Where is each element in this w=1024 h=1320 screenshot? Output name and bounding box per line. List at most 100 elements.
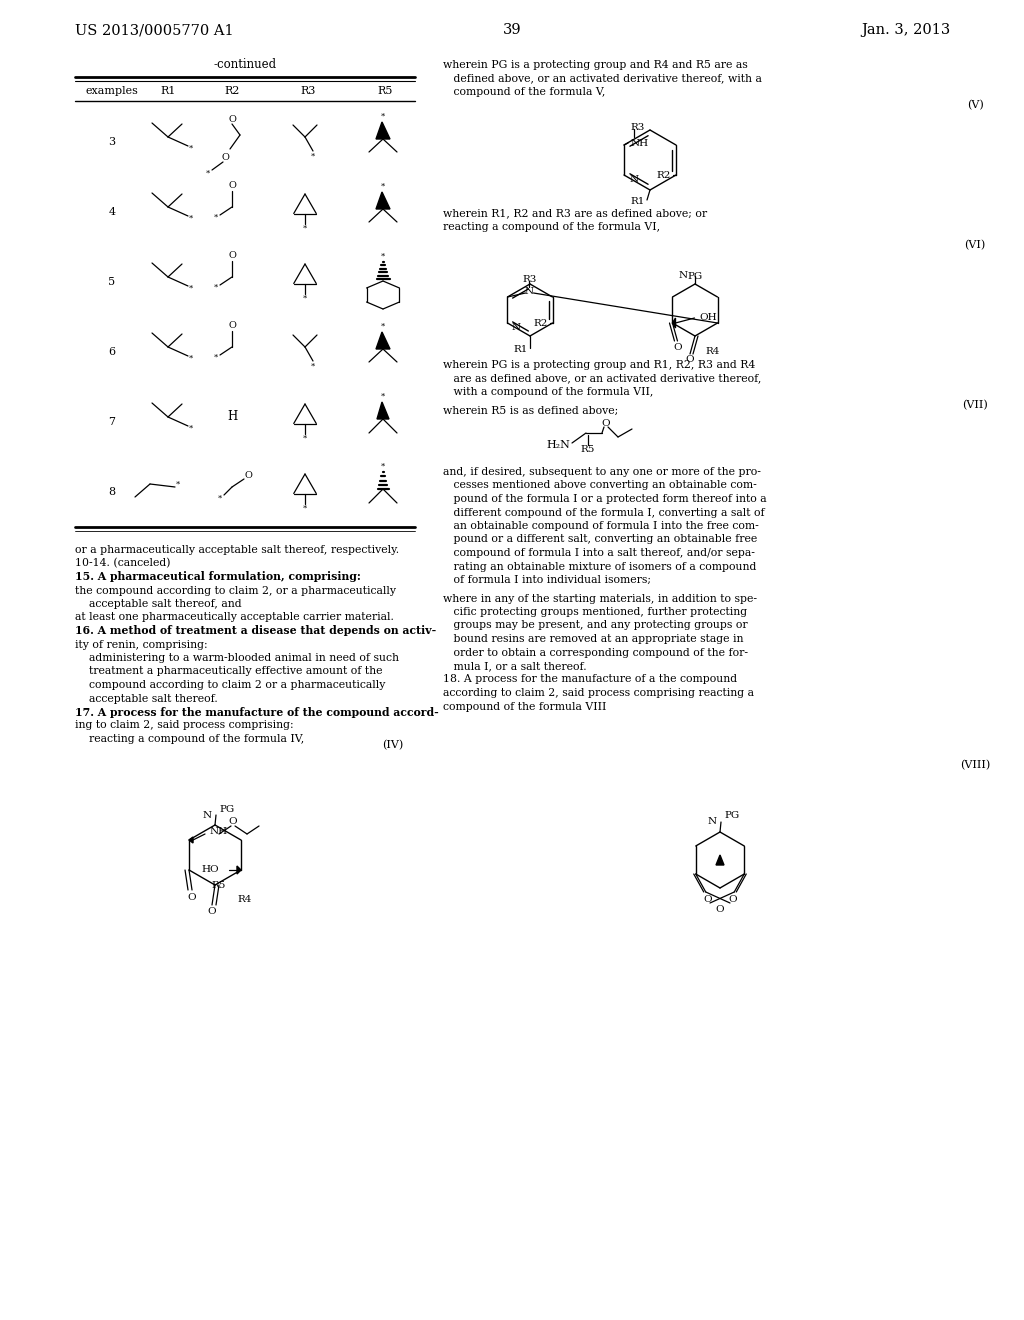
Text: PG: PG — [219, 804, 234, 813]
Text: wherein PG is a protecting group and R1, R2, R3 and R4: wherein PG is a protecting group and R1,… — [443, 360, 756, 370]
Polygon shape — [716, 855, 724, 865]
Text: O: O — [228, 251, 236, 260]
Polygon shape — [377, 403, 389, 418]
Text: cific protecting groups mentioned, further protecting: cific protecting groups mentioned, furth… — [443, 607, 748, 616]
Polygon shape — [237, 866, 241, 874]
Text: at least one pharmaceutically acceptable carrier material.: at least one pharmaceutically acceptable… — [75, 612, 394, 623]
Text: different compound of the formula I, converting a salt of: different compound of the formula I, con… — [443, 507, 765, 517]
Text: O: O — [228, 115, 236, 124]
Text: treatment a pharmaceutically effective amount of the: treatment a pharmaceutically effective a… — [75, 667, 383, 676]
Text: pound or a different salt, converting an obtainable free: pound or a different salt, converting an… — [443, 535, 758, 544]
Text: 4: 4 — [109, 207, 116, 216]
Text: NH: NH — [209, 828, 227, 837]
Text: O: O — [244, 470, 252, 479]
Polygon shape — [189, 837, 193, 843]
Text: NH: NH — [630, 139, 648, 148]
Text: 3: 3 — [109, 137, 116, 147]
Text: administering to a warm-blooded animal in need of such: administering to a warm-blooded animal i… — [75, 653, 399, 663]
Text: 8: 8 — [109, 487, 116, 498]
Text: R5: R5 — [581, 446, 595, 454]
Text: O: O — [728, 895, 736, 903]
Text: are as defined above, or an activated derivative thereof,: are as defined above, or an activated de… — [443, 374, 762, 384]
Text: HO: HO — [202, 866, 219, 874]
Text: R3: R3 — [630, 123, 644, 132]
Text: *: * — [311, 153, 315, 161]
Text: O: O — [221, 153, 229, 161]
Text: R1: R1 — [161, 86, 176, 96]
Text: R4: R4 — [705, 346, 720, 355]
Text: groups may be present, and any protecting groups or: groups may be present, and any protectin… — [443, 620, 748, 631]
Text: O: O — [716, 906, 724, 915]
Text: rating an obtainable mixture of isomers of a compound: rating an obtainable mixture of isomers … — [443, 561, 757, 572]
Text: (V): (V) — [967, 100, 983, 110]
Text: *: * — [303, 224, 307, 232]
Text: 7: 7 — [109, 417, 116, 426]
Text: R2: R2 — [656, 170, 671, 180]
Polygon shape — [376, 333, 390, 348]
Polygon shape — [376, 191, 390, 209]
Polygon shape — [673, 318, 676, 327]
Text: PG: PG — [724, 812, 739, 821]
Text: *: * — [218, 495, 222, 503]
Text: defined above, or an activated derivative thereof, with a: defined above, or an activated derivativ… — [443, 74, 762, 83]
Text: O: O — [187, 892, 197, 902]
Text: examples: examples — [86, 86, 138, 96]
Text: *: * — [303, 294, 307, 302]
Text: R1: R1 — [631, 198, 645, 206]
Text: *: * — [381, 393, 385, 401]
Text: with a compound of the formula VII,: with a compound of the formula VII, — [443, 387, 653, 397]
Text: ing to claim 2, said process comprising:: ing to claim 2, said process comprising: — [75, 721, 294, 730]
Text: R4: R4 — [237, 895, 251, 904]
Text: order to obtain a corresponding compound of the for-: order to obtain a corresponding compound… — [443, 648, 748, 657]
Text: R1: R1 — [514, 346, 528, 355]
Text: R3: R3 — [522, 275, 537, 284]
Text: *: * — [188, 355, 194, 363]
Text: *: * — [214, 214, 218, 222]
Text: 6: 6 — [109, 347, 116, 356]
Text: (VII): (VII) — [963, 400, 988, 411]
Text: reacting a compound of the formula VI,: reacting a compound of the formula VI, — [443, 222, 660, 231]
Text: where in any of the starting materials, in addition to spe-: where in any of the starting materials, … — [443, 594, 757, 603]
Text: O: O — [686, 355, 694, 364]
Text: (VIII): (VIII) — [959, 760, 990, 770]
Text: 17. A process for the manufacture of the compound accord-: 17. A process for the manufacture of the… — [75, 706, 438, 718]
Text: N: N — [629, 176, 638, 185]
Text: Jan. 3, 2013: Jan. 3, 2013 — [861, 22, 950, 37]
Text: wherein PG is a protecting group and R4 and R5 are as: wherein PG is a protecting group and R4 … — [443, 59, 748, 70]
Text: N: N — [525, 288, 535, 297]
Text: according to claim 2, said process comprising reacting a: according to claim 2, said process compr… — [443, 688, 754, 698]
Text: PG: PG — [687, 272, 702, 281]
Text: an obtainable compound of formula I into the free com-: an obtainable compound of formula I into… — [443, 521, 759, 531]
Text: 39: 39 — [503, 22, 521, 37]
Polygon shape — [376, 121, 390, 139]
Text: mula I, or a salt thereof.: mula I, or a salt thereof. — [443, 661, 587, 671]
Text: *: * — [303, 504, 307, 512]
Text: N: N — [203, 810, 212, 820]
Text: -continued: -continued — [213, 58, 276, 70]
Text: ity of renin, comprising:: ity of renin, comprising: — [75, 639, 208, 649]
Text: US 2013/0005770 A1: US 2013/0005770 A1 — [75, 22, 233, 37]
Text: *: * — [381, 463, 385, 471]
Text: 15. A pharmaceutical formulation, comprising:: 15. A pharmaceutical formulation, compri… — [75, 572, 360, 582]
Text: R2: R2 — [534, 318, 548, 327]
Text: acceptable salt thereof, and: acceptable salt thereof, and — [75, 599, 242, 609]
Text: 10-14. (canceled): 10-14. (canceled) — [75, 558, 171, 569]
Text: *: * — [303, 434, 307, 442]
Text: N: N — [708, 817, 717, 826]
Text: wherein R1, R2 and R3 are as defined above; or: wherein R1, R2 and R3 are as defined abo… — [443, 209, 708, 218]
Text: *: * — [381, 253, 385, 261]
Text: O: O — [673, 342, 682, 351]
Text: R5: R5 — [211, 880, 225, 890]
Text: *: * — [188, 145, 194, 153]
Text: compound of formula I into a salt thereof, and/or sepa-: compound of formula I into a salt thereo… — [443, 548, 755, 558]
Text: *: * — [206, 170, 210, 178]
Text: *: * — [188, 425, 194, 433]
Text: bound resins are removed at an appropriate stage in: bound resins are removed at an appropria… — [443, 634, 743, 644]
Text: *: * — [311, 363, 315, 371]
Text: wherein R5 is as defined above;: wherein R5 is as defined above; — [443, 405, 618, 416]
Text: compound according to claim 2 or a pharmaceutically: compound according to claim 2 or a pharm… — [75, 680, 385, 690]
Text: *: * — [381, 323, 385, 331]
Text: compound of the formula VIII: compound of the formula VIII — [443, 701, 606, 711]
Text: O: O — [228, 321, 236, 330]
Text: OH: OH — [699, 314, 717, 322]
